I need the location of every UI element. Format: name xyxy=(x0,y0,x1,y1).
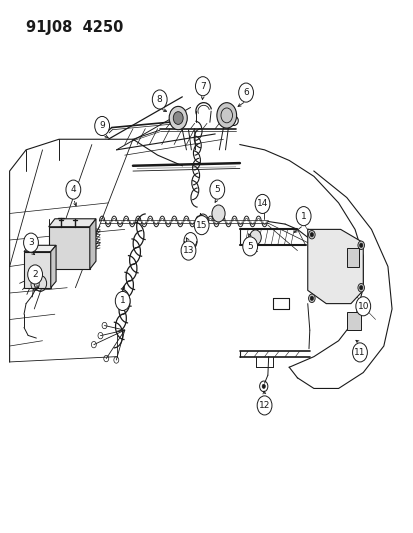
Circle shape xyxy=(169,107,187,130)
Circle shape xyxy=(256,396,271,415)
Text: 1: 1 xyxy=(119,296,125,305)
Circle shape xyxy=(238,83,253,102)
Circle shape xyxy=(195,77,210,96)
Circle shape xyxy=(249,230,261,245)
Circle shape xyxy=(194,216,209,235)
Circle shape xyxy=(355,297,370,316)
Circle shape xyxy=(24,233,38,252)
Text: 13: 13 xyxy=(182,246,194,255)
Circle shape xyxy=(115,292,130,311)
Circle shape xyxy=(180,241,195,260)
Circle shape xyxy=(352,343,366,362)
Text: 15: 15 xyxy=(195,221,207,230)
Polygon shape xyxy=(90,219,96,269)
Polygon shape xyxy=(24,252,51,288)
Circle shape xyxy=(359,286,362,290)
Text: 7: 7 xyxy=(199,82,205,91)
Text: 91J08  4250: 91J08 4250 xyxy=(26,20,123,35)
Text: 11: 11 xyxy=(354,348,365,357)
Polygon shape xyxy=(49,227,90,269)
Circle shape xyxy=(308,294,314,303)
Circle shape xyxy=(197,214,208,228)
Polygon shape xyxy=(49,219,96,227)
Text: 6: 6 xyxy=(242,88,248,97)
Text: 12: 12 xyxy=(258,401,270,410)
Text: 2: 2 xyxy=(32,270,38,279)
Circle shape xyxy=(357,241,363,249)
Circle shape xyxy=(28,265,43,284)
Circle shape xyxy=(209,180,224,199)
Circle shape xyxy=(309,296,313,301)
Text: 4: 4 xyxy=(70,185,76,194)
Circle shape xyxy=(309,232,313,237)
Circle shape xyxy=(254,195,269,214)
Circle shape xyxy=(152,90,167,109)
Polygon shape xyxy=(51,245,56,288)
Text: 1: 1 xyxy=(300,212,306,221)
Circle shape xyxy=(359,243,362,247)
Text: 3: 3 xyxy=(28,238,34,247)
Circle shape xyxy=(308,230,314,239)
Circle shape xyxy=(173,112,183,124)
Polygon shape xyxy=(307,229,362,304)
Text: 5: 5 xyxy=(214,185,220,194)
Text: 10: 10 xyxy=(357,302,368,311)
Circle shape xyxy=(296,207,310,225)
Polygon shape xyxy=(346,248,358,266)
Text: 8: 8 xyxy=(157,95,162,104)
Circle shape xyxy=(66,180,81,199)
Circle shape xyxy=(357,284,363,292)
Polygon shape xyxy=(346,312,360,330)
Text: 14: 14 xyxy=(256,199,268,208)
Circle shape xyxy=(261,384,265,389)
Circle shape xyxy=(242,237,257,256)
Circle shape xyxy=(211,205,225,222)
Circle shape xyxy=(216,103,236,128)
Text: 9: 9 xyxy=(99,122,105,131)
Text: 5: 5 xyxy=(247,242,252,251)
Circle shape xyxy=(95,116,109,135)
Polygon shape xyxy=(24,245,56,252)
